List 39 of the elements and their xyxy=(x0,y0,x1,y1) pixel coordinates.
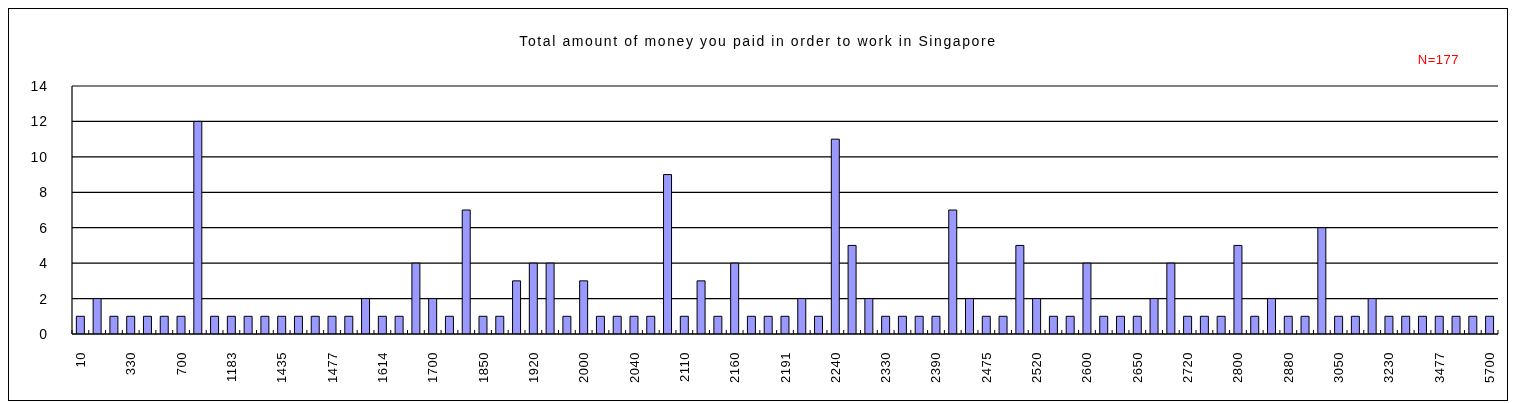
x-tick-label: 3477 xyxy=(1431,352,1447,383)
x-tick-label: 3230 xyxy=(1381,352,1397,383)
x-tick-label: 2600 xyxy=(1079,352,1095,383)
y-tick-label: 2 xyxy=(39,290,48,307)
y-tick-label: 10 xyxy=(30,148,48,165)
y-tick-label: 8 xyxy=(39,184,48,201)
x-tick-label: 2191 xyxy=(777,352,793,383)
x-tick-label: 2000 xyxy=(576,352,592,383)
y-tick-label: 6 xyxy=(39,219,48,236)
x-tick-label: 2520 xyxy=(1029,352,1045,383)
x-tick-label: 3050 xyxy=(1331,352,1347,383)
x-tick-label: 1477 xyxy=(324,352,340,383)
x-tick-label: 2240 xyxy=(827,352,843,383)
x-tick-label: 1700 xyxy=(425,352,441,383)
x-tick-label: 330 xyxy=(123,352,139,376)
y-tick-label: 14 xyxy=(30,78,48,94)
x-tick-label: 5700 xyxy=(1482,352,1498,383)
x-tick-label: 2390 xyxy=(928,352,944,383)
x-tick-label: 1850 xyxy=(475,352,491,383)
x-tick-label: 1183 xyxy=(223,352,239,382)
x-tick-label: 2110 xyxy=(676,352,692,382)
x-tick-label: 2160 xyxy=(727,352,743,383)
x-tick-label: 1920 xyxy=(525,352,541,383)
x-tick-label: 1614 xyxy=(374,352,390,383)
x-tick-label: 2800 xyxy=(1230,352,1246,383)
x-tick-label: 1435 xyxy=(274,352,290,383)
text: N=177 xyxy=(1417,52,1459,67)
chart-title: Total amount of money you paid in order to work in Singapore xyxy=(518,33,998,49)
y-tick-label: 0 xyxy=(39,326,48,342)
x-tick-label: 700 xyxy=(173,352,189,376)
x-tick-label: 10 xyxy=(72,352,88,368)
x-tick-label: 2475 xyxy=(978,352,994,383)
y-tick-label: 12 xyxy=(30,113,48,130)
x-tick-label: 2330 xyxy=(878,352,894,383)
x-tick-label: 2650 xyxy=(1129,352,1145,383)
x-tick-label: 2720 xyxy=(1180,352,1196,383)
x-tick-label: 2040 xyxy=(626,352,642,383)
x-tick-label: 2880 xyxy=(1280,352,1296,383)
y-tick-label: 4 xyxy=(39,255,48,272)
